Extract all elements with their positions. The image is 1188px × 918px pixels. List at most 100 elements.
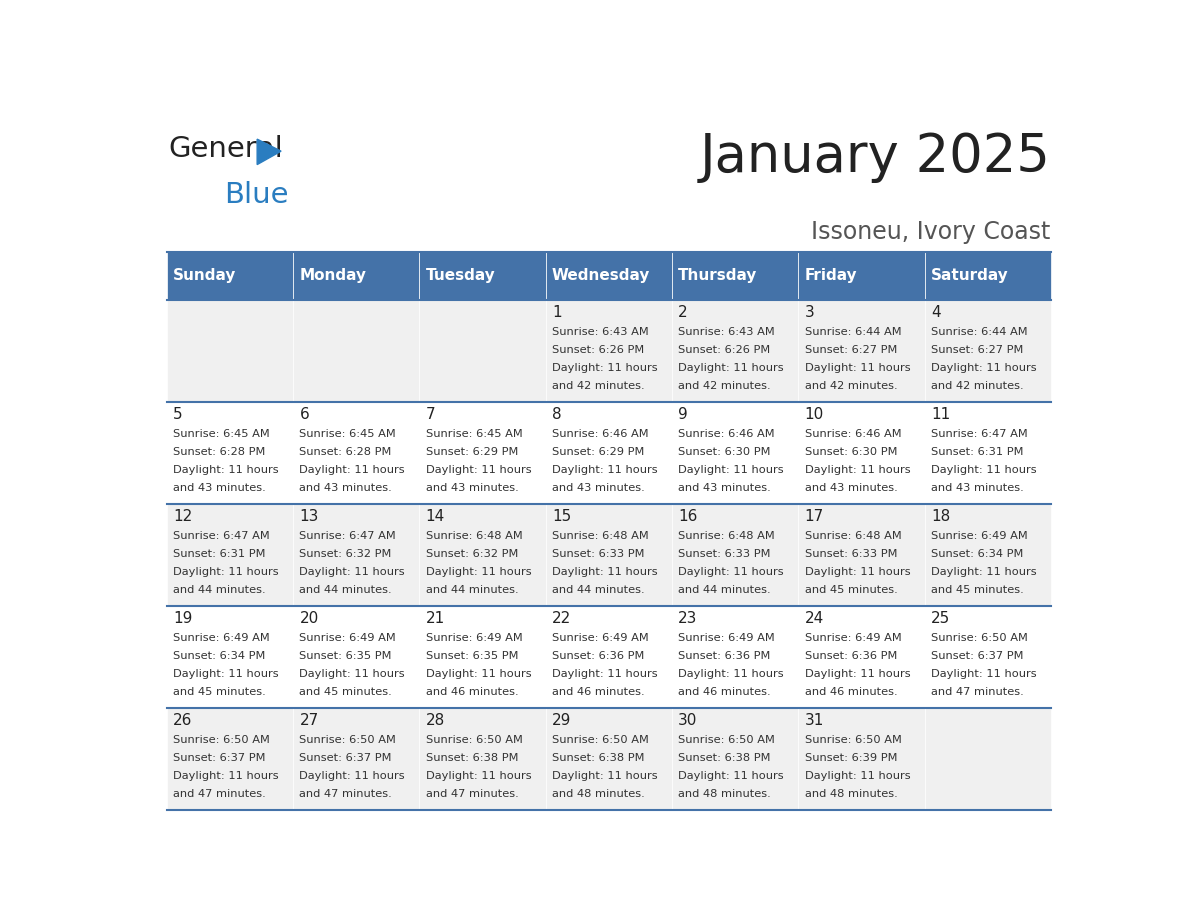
Text: Sunset: 6:31 PM: Sunset: 6:31 PM bbox=[931, 447, 1023, 457]
Bar bbox=[166, 504, 293, 606]
Text: 31: 31 bbox=[804, 713, 824, 728]
Text: 27: 27 bbox=[299, 713, 318, 728]
Bar bbox=[419, 708, 545, 810]
Text: and 48 minutes.: and 48 minutes. bbox=[804, 789, 897, 799]
Text: Daylight: 11 hours: Daylight: 11 hours bbox=[299, 567, 405, 577]
Text: Sunset: 6:34 PM: Sunset: 6:34 PM bbox=[173, 651, 266, 661]
Text: 10: 10 bbox=[804, 407, 823, 421]
Text: and 47 minutes.: and 47 minutes. bbox=[931, 687, 1024, 697]
Text: Daylight: 11 hours: Daylight: 11 hours bbox=[678, 465, 784, 475]
Bar bbox=[798, 402, 924, 504]
Text: Daylight: 11 hours: Daylight: 11 hours bbox=[173, 567, 279, 577]
Bar bbox=[924, 402, 1051, 504]
Text: and 43 minutes.: and 43 minutes. bbox=[425, 483, 518, 493]
Text: Daylight: 11 hours: Daylight: 11 hours bbox=[173, 669, 279, 679]
Text: Sunrise: 6:44 AM: Sunrise: 6:44 AM bbox=[804, 327, 902, 337]
Bar bbox=[293, 708, 419, 810]
Text: Tuesday: Tuesday bbox=[425, 268, 495, 283]
Bar bbox=[924, 708, 1051, 810]
Bar bbox=[672, 504, 798, 606]
Text: Sunset: 6:37 PM: Sunset: 6:37 PM bbox=[299, 754, 392, 763]
Text: Daylight: 11 hours: Daylight: 11 hours bbox=[425, 669, 531, 679]
Text: Daylight: 11 hours: Daylight: 11 hours bbox=[552, 363, 658, 373]
Text: and 47 minutes.: and 47 minutes. bbox=[425, 789, 518, 799]
Text: and 44 minutes.: and 44 minutes. bbox=[425, 585, 518, 595]
Text: Sunset: 6:29 PM: Sunset: 6:29 PM bbox=[425, 447, 518, 457]
Text: Sunrise: 6:47 AM: Sunrise: 6:47 AM bbox=[173, 532, 270, 542]
Text: and 44 minutes.: and 44 minutes. bbox=[678, 585, 771, 595]
Text: 3: 3 bbox=[804, 305, 814, 319]
Text: Daylight: 11 hours: Daylight: 11 hours bbox=[804, 567, 910, 577]
Bar bbox=[419, 402, 545, 504]
Text: and 43 minutes.: and 43 minutes. bbox=[299, 483, 392, 493]
Bar bbox=[166, 299, 293, 402]
Text: Daylight: 11 hours: Daylight: 11 hours bbox=[678, 669, 784, 679]
Text: Daylight: 11 hours: Daylight: 11 hours bbox=[299, 771, 405, 781]
Bar bbox=[166, 402, 293, 504]
Bar bbox=[924, 299, 1051, 402]
Bar bbox=[545, 504, 672, 606]
Text: 21: 21 bbox=[425, 610, 446, 626]
Text: and 44 minutes.: and 44 minutes. bbox=[173, 585, 266, 595]
Bar bbox=[924, 504, 1051, 606]
Text: Daylight: 11 hours: Daylight: 11 hours bbox=[552, 771, 658, 781]
Text: Sunset: 6:26 PM: Sunset: 6:26 PM bbox=[678, 345, 771, 355]
Text: Sunrise: 6:45 AM: Sunrise: 6:45 AM bbox=[173, 430, 270, 439]
Text: Sunrise: 6:44 AM: Sunrise: 6:44 AM bbox=[931, 327, 1028, 337]
Text: Daylight: 11 hours: Daylight: 11 hours bbox=[299, 669, 405, 679]
Text: Sunrise: 6:49 AM: Sunrise: 6:49 AM bbox=[931, 532, 1028, 542]
Text: Sunrise: 6:45 AM: Sunrise: 6:45 AM bbox=[299, 430, 397, 439]
Text: and 47 minutes.: and 47 minutes. bbox=[299, 789, 392, 799]
Bar bbox=[798, 252, 924, 299]
Bar bbox=[672, 402, 798, 504]
Bar bbox=[293, 606, 419, 708]
Text: 13: 13 bbox=[299, 509, 318, 524]
Text: Daylight: 11 hours: Daylight: 11 hours bbox=[678, 567, 784, 577]
Text: 1: 1 bbox=[552, 305, 562, 319]
Text: Daylight: 11 hours: Daylight: 11 hours bbox=[678, 363, 784, 373]
Text: and 42 minutes.: and 42 minutes. bbox=[552, 381, 645, 391]
Text: Sunset: 6:31 PM: Sunset: 6:31 PM bbox=[173, 549, 266, 559]
Text: Daylight: 11 hours: Daylight: 11 hours bbox=[931, 567, 1036, 577]
Polygon shape bbox=[257, 140, 282, 164]
Text: 8: 8 bbox=[552, 407, 562, 421]
Bar bbox=[419, 252, 545, 299]
Text: Sunset: 6:36 PM: Sunset: 6:36 PM bbox=[552, 651, 644, 661]
Text: and 42 minutes.: and 42 minutes. bbox=[804, 381, 897, 391]
Text: and 45 minutes.: and 45 minutes. bbox=[173, 687, 266, 697]
Text: Sunset: 6:35 PM: Sunset: 6:35 PM bbox=[425, 651, 518, 661]
Text: 12: 12 bbox=[173, 509, 192, 524]
Text: Sunrise: 6:46 AM: Sunrise: 6:46 AM bbox=[678, 430, 775, 439]
Text: and 42 minutes.: and 42 minutes. bbox=[678, 381, 771, 391]
Text: Daylight: 11 hours: Daylight: 11 hours bbox=[804, 771, 910, 781]
Text: Daylight: 11 hours: Daylight: 11 hours bbox=[552, 669, 658, 679]
Text: and 46 minutes.: and 46 minutes. bbox=[804, 687, 897, 697]
Text: 5: 5 bbox=[173, 407, 183, 421]
Text: Sunrise: 6:50 AM: Sunrise: 6:50 AM bbox=[173, 735, 270, 745]
Text: Sunset: 6:37 PM: Sunset: 6:37 PM bbox=[173, 754, 266, 763]
Text: Sunday: Sunday bbox=[173, 268, 236, 283]
Text: General: General bbox=[169, 135, 284, 162]
Text: Daylight: 11 hours: Daylight: 11 hours bbox=[804, 465, 910, 475]
Bar bbox=[419, 299, 545, 402]
Text: Sunset: 6:35 PM: Sunset: 6:35 PM bbox=[299, 651, 392, 661]
Text: and 43 minutes.: and 43 minutes. bbox=[173, 483, 266, 493]
Text: Sunset: 6:38 PM: Sunset: 6:38 PM bbox=[678, 754, 771, 763]
Text: Sunset: 6:33 PM: Sunset: 6:33 PM bbox=[552, 549, 645, 559]
Text: Sunrise: 6:49 AM: Sunrise: 6:49 AM bbox=[425, 633, 523, 644]
Text: 7: 7 bbox=[425, 407, 435, 421]
Bar bbox=[166, 252, 293, 299]
Text: Daylight: 11 hours: Daylight: 11 hours bbox=[299, 465, 405, 475]
Text: Sunset: 6:27 PM: Sunset: 6:27 PM bbox=[804, 345, 897, 355]
Text: and 42 minutes.: and 42 minutes. bbox=[931, 381, 1023, 391]
Text: 16: 16 bbox=[678, 509, 697, 524]
Text: 26: 26 bbox=[173, 713, 192, 728]
Bar bbox=[545, 402, 672, 504]
Text: Sunset: 6:28 PM: Sunset: 6:28 PM bbox=[299, 447, 392, 457]
Text: Sunset: 6:33 PM: Sunset: 6:33 PM bbox=[804, 549, 897, 559]
Text: Sunrise: 6:50 AM: Sunrise: 6:50 AM bbox=[425, 735, 523, 745]
Text: Sunrise: 6:48 AM: Sunrise: 6:48 AM bbox=[678, 532, 775, 542]
Text: Sunrise: 6:43 AM: Sunrise: 6:43 AM bbox=[552, 327, 649, 337]
Text: and 46 minutes.: and 46 minutes. bbox=[425, 687, 518, 697]
Text: Daylight: 11 hours: Daylight: 11 hours bbox=[425, 567, 531, 577]
